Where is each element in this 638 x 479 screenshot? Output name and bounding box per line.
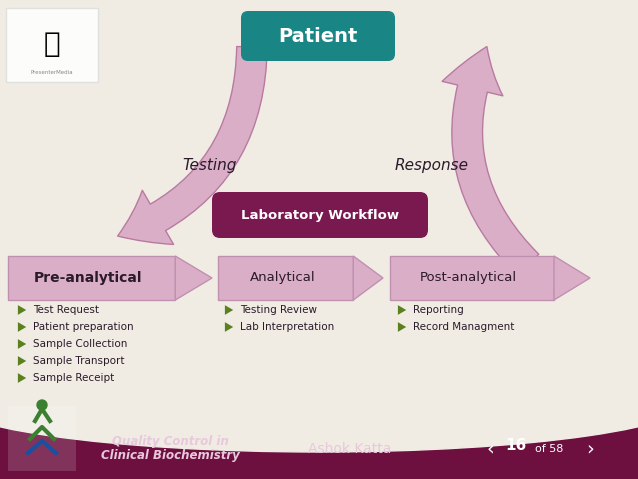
FancyArrowPatch shape: [225, 322, 234, 332]
FancyArrowPatch shape: [18, 373, 26, 383]
FancyArrowPatch shape: [398, 322, 406, 332]
Text: 📒: 📒: [43, 30, 61, 58]
Text: of 58: of 58: [535, 444, 563, 454]
Text: PresenterMedia: PresenterMedia: [31, 69, 73, 75]
Text: Testing: Testing: [183, 158, 237, 172]
Text: Analytical: Analytical: [250, 272, 316, 285]
Ellipse shape: [0, 342, 638, 452]
Bar: [0, 397, 638, 479]
Text: Response: Response: [395, 158, 469, 172]
Text: Ashok Katta: Ashok Katta: [308, 442, 392, 456]
Text: Test Request: Test Request: [33, 305, 99, 315]
FancyArrowPatch shape: [18, 322, 26, 332]
Text: Pre-analytical: Pre-analytical: [34, 271, 142, 285]
Text: Laboratory Workflow: Laboratory Workflow: [241, 208, 399, 221]
Circle shape: [37, 400, 47, 410]
FancyArrowPatch shape: [18, 305, 26, 315]
FancyArrowPatch shape: [18, 339, 26, 349]
Text: Record Managment: Record Managment: [413, 322, 514, 332]
Text: ‹: ‹: [486, 440, 494, 458]
Text: Sample Collection: Sample Collection: [33, 339, 128, 349]
Text: Sample Receipt: Sample Receipt: [33, 373, 114, 383]
Bar: [390, 256, 554, 300]
FancyArrowPatch shape: [18, 356, 26, 366]
Text: Reporting: Reporting: [413, 305, 464, 315]
Text: Patient: Patient: [278, 26, 358, 46]
FancyBboxPatch shape: [241, 11, 395, 61]
Text: Patient preparation: Patient preparation: [33, 322, 133, 332]
Text: Quality Control in: Quality Control in: [112, 434, 228, 447]
Text: Clinical Biochemistry: Clinical Biochemistry: [101, 449, 239, 463]
Polygon shape: [554, 256, 590, 300]
FancyBboxPatch shape: [6, 8, 98, 82]
Text: Lab Interpretation: Lab Interpretation: [240, 322, 334, 332]
Bar: [218, 256, 353, 300]
Bar: [8, 256, 175, 300]
Bar: [8, 406, 76, 471]
Text: ›: ›: [586, 440, 594, 458]
Polygon shape: [175, 256, 212, 300]
FancyBboxPatch shape: [212, 192, 428, 238]
FancyArrowPatch shape: [225, 305, 234, 315]
Text: Sample Transport: Sample Transport: [33, 356, 124, 366]
FancyArrowPatch shape: [442, 46, 539, 276]
Text: Testing Review: Testing Review: [240, 305, 317, 315]
FancyArrowPatch shape: [117, 46, 267, 244]
Text: Post-analytical: Post-analytical: [420, 272, 517, 285]
Text: 16: 16: [505, 438, 526, 454]
Polygon shape: [353, 256, 383, 300]
FancyArrowPatch shape: [398, 305, 406, 315]
